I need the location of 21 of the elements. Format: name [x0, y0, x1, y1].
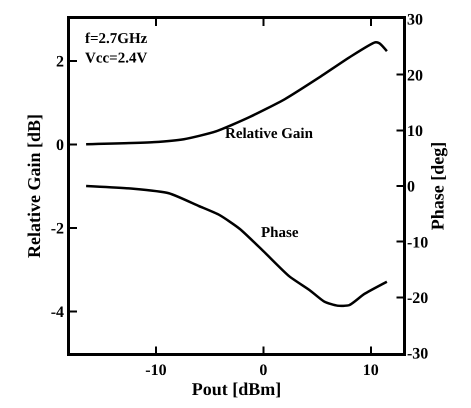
x-tick-label: -10: [145, 362, 167, 379]
y2-axis-title: Phase [deg]: [427, 142, 448, 230]
y-axis-title: Relative Gain [dB]: [24, 114, 44, 258]
y2-tick-label: 30: [406, 12, 423, 29]
y2-tick-label: -20: [406, 290, 428, 307]
series-label: Phase: [261, 225, 299, 241]
y-tick-label: 0: [56, 136, 64, 154]
x-tick-label: 10: [362, 362, 379, 379]
y-tick-label: -4: [50, 304, 64, 321]
y2-tick-label: 20: [406, 67, 423, 84]
y-tick-label: -2: [50, 220, 64, 238]
y2-tick-label: -30: [406, 346, 428, 363]
x-tick-label: 0: [259, 362, 268, 379]
x-axis-title: Pout [dBm]: [192, 378, 282, 399]
line-series: [84, 184, 388, 308]
annotation: f=2.7GHz Vcc=2.4V: [85, 31, 148, 66]
series-label: Relative Gain: [225, 126, 314, 142]
y2-tick-label: 0: [406, 178, 415, 196]
y2-tick-label: -10: [406, 234, 428, 252]
y-tick-label: 2: [56, 53, 64, 70]
y2-tick-label: 10: [406, 122, 423, 140]
